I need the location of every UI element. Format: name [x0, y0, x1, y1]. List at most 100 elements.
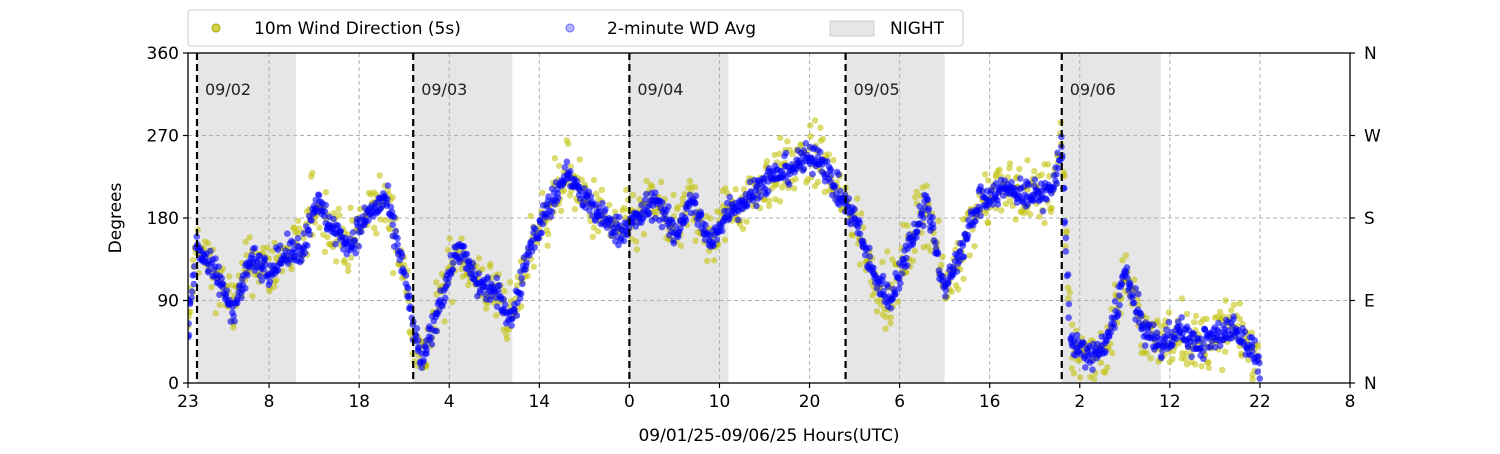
- wind-5s-point-713: [825, 151, 833, 158]
- wd-avg-point-362: [428, 341, 436, 348]
- wd-avg-point-1381: [1116, 301, 1123, 309]
- wind-5s-point-64: [242, 238, 249, 246]
- wind-5s-point-276: [433, 279, 440, 286]
- wd-avg-point-703: [659, 199, 666, 206]
- wd-avg-point-1564: [1241, 328, 1249, 336]
- wind-5s-point-558: [686, 177, 694, 185]
- wd-avg-point-218: [332, 240, 339, 248]
- wind-5s-point-7: [189, 256, 197, 264]
- wd-avg-point-683: [645, 209, 653, 217]
- wd-avg-point-430: [475, 270, 483, 277]
- wind-5s-point-800: [904, 222, 911, 229]
- wind-5s-point-359: [506, 279, 514, 286]
- wd-avg-point-1417: [1141, 342, 1149, 350]
- wd-avg-point-1104: [929, 224, 937, 232]
- wd-avg-point-347: [418, 364, 426, 372]
- wind-5s-point-672: [789, 150, 796, 158]
- wd-avg-point-779: [710, 242, 717, 249]
- wd-avg-point-1383: [1118, 280, 1126, 288]
- wind-5s-point-599: [721, 236, 729, 243]
- wind-5s-point-718: [830, 156, 837, 164]
- wd-avg-point-99: [251, 244, 259, 252]
- wind-5s-point-771: [879, 258, 886, 266]
- wd-avg-point-360: [428, 334, 435, 342]
- wd-avg-point-1139: [953, 268, 961, 275]
- wind-5s-point-381: [527, 212, 534, 220]
- wd-avg-point-1301: [1062, 248, 1070, 255]
- wd-avg-point-306: [391, 214, 398, 221]
- wind-5s-point-579: [707, 215, 714, 222]
- wd-avg-point-137: [276, 242, 284, 249]
- wind-5s-point-976: [1062, 230, 1070, 237]
- wind-5s-point-1119: [1192, 361, 1199, 368]
- wd-avg-point-1377: [1114, 309, 1122, 317]
- wd-avg-point-727: [674, 233, 682, 241]
- y-right-tick-label-4: N: [1364, 44, 1377, 64]
- wind-5s-point-776: [882, 325, 889, 332]
- wd-avg-point-1020: [873, 285, 881, 292]
- x-tick-label-13: 8: [1345, 392, 1356, 412]
- wd-avg-point-986: [851, 205, 858, 213]
- wind-5s-point-666: [784, 138, 791, 145]
- wind-5s-point-889: [984, 177, 992, 184]
- wd-avg-point-422: [469, 265, 476, 273]
- x-tick-label-7: 20: [799, 392, 821, 412]
- wd-avg-point-13: [193, 233, 200, 240]
- wd-avg-point-1441: [1158, 353, 1165, 360]
- wind-5s-point-32: [212, 310, 219, 317]
- wind-5s-point-460: [598, 186, 606, 193]
- wind-5s-point-546: [677, 242, 684, 249]
- wd-avg-point-1305: [1065, 314, 1072, 322]
- x-tick-label-9: 16: [979, 392, 1001, 412]
- wind-5s-point-4: [188, 308, 194, 315]
- wind-5s-point-1176: [1245, 356, 1252, 364]
- wd-avg-point-829: [743, 203, 751, 210]
- day-marker-label-3: 09/05: [854, 80, 900, 99]
- wd-avg-point-1470: [1177, 322, 1184, 330]
- wind-5s-point-38: [216, 301, 223, 309]
- wd-avg-point-157: [289, 239, 297, 246]
- wd-avg-point-915: [802, 140, 810, 147]
- wind-5s-point-765: [873, 308, 881, 315]
- wind-5s-point-230: [390, 270, 397, 277]
- wind-5s-point-450: [590, 176, 598, 184]
- wd-avg-point-964: [835, 171, 842, 178]
- wind-5s-point-1: [188, 313, 192, 320]
- wind-5s-point-1131: [1203, 315, 1210, 323]
- wind-5s-point-353: [501, 287, 508, 295]
- wd-avg-point-183: [307, 216, 314, 224]
- wd-avg-point-84: [242, 285, 249, 292]
- wind-5s-point-617: [739, 225, 747, 233]
- wd-avg-point-423: [469, 260, 477, 267]
- wind-5s-point-285: [441, 318, 448, 325]
- wind-5s-point-131: [300, 234, 307, 242]
- wd-avg-point-924: [809, 170, 816, 178]
- wd-avg-point-1233: [1017, 175, 1024, 182]
- wd-avg-point-1088: [920, 222, 927, 230]
- wind-5s-point-947: [1036, 213, 1043, 220]
- wd-avg-point-947: [823, 157, 831, 165]
- wind-5s-point-1168: [1236, 315, 1244, 323]
- wd-avg-point-1288: [1055, 164, 1062, 172]
- wd-avg-point-519: [535, 235, 542, 242]
- wind-5s-point-1159: [1228, 307, 1235, 314]
- wd-avg-point-35: [207, 247, 214, 255]
- wd-avg-point-1089: [920, 214, 927, 222]
- wind-5s-point-984: [1070, 370, 1078, 377]
- y-tick-label-1: 90: [157, 292, 179, 312]
- wd-avg-point-456: [493, 274, 501, 282]
- wind-5s-point-1042: [1122, 252, 1130, 259]
- wd-avg-point-402: [456, 258, 463, 266]
- day-marker-label-1: 09/03: [421, 80, 467, 99]
- wd-avg-point-1529: [1216, 342, 1224, 350]
- wd-avg-point-319: [398, 253, 406, 260]
- wd-avg-point-41: [212, 255, 219, 262]
- wd-avg-point-692: [652, 189, 659, 196]
- wd-avg-point-1481: [1184, 343, 1192, 351]
- wd-avg-point-8: [190, 280, 198, 288]
- wd-avg-point-257: [358, 228, 365, 236]
- wind-5s-point-73: [249, 292, 256, 300]
- wd-avg-point-1300: [1062, 234, 1070, 242]
- wd-avg-point-1303: [1064, 271, 1072, 278]
- wd-avg-point-501: [522, 266, 529, 273]
